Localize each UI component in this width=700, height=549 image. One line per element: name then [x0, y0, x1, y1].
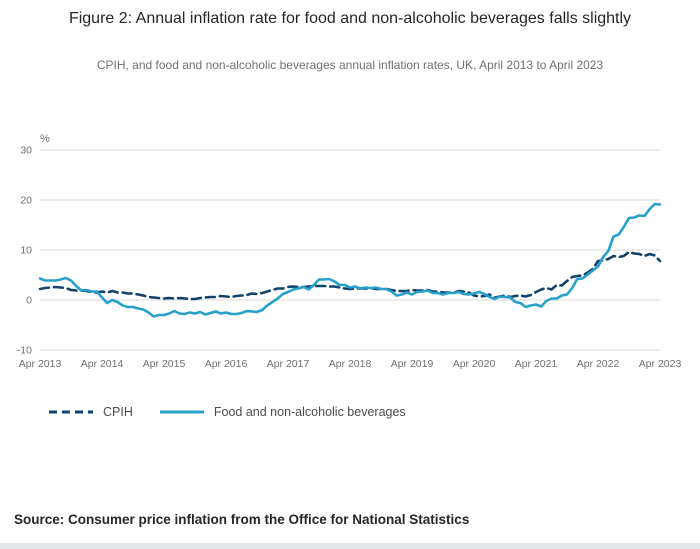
svg-text:Apr 2021: Apr 2021	[515, 358, 558, 370]
legend-item-food: Food and non-alcoholic beverages	[159, 405, 406, 419]
legend-label-food: Food and non-alcoholic beverages	[213, 405, 406, 419]
svg-text:Apr 2013: Apr 2013	[19, 358, 62, 370]
legend-item-cpih: CPIH	[48, 405, 133, 419]
svg-text:-10: -10	[17, 345, 32, 357]
svg-text:Apr 2019: Apr 2019	[391, 358, 434, 370]
svg-text:20: 20	[20, 195, 32, 207]
figure-title: Figure 2: Annual inflation rate for food…	[0, 8, 700, 30]
food-solid-line-swatch	[159, 410, 204, 414]
chart-legend: CPIH Food and non-alcoholic beverages	[48, 405, 406, 419]
bottom-divider	[0, 543, 700, 549]
svg-text:%: %	[40, 133, 50, 145]
figure-title-text: Figure 2: Annual inflation rate for food…	[68, 10, 632, 27]
svg-text:Apr 2022: Apr 2022	[577, 358, 620, 370]
source-note: Source: Consumer price inflation from th…	[14, 512, 470, 527]
svg-text:Apr 2023: Apr 2023	[639, 358, 682, 370]
svg-text:10: 10	[20, 245, 32, 257]
svg-text:Apr 2016: Apr 2016	[205, 358, 248, 370]
legend-label-cpih: CPIH	[103, 405, 133, 419]
chart-canvas: 30 20 10 0 -10% Apr 2013 Apr 2014 Apr 2015 Apr 2…	[17, 133, 682, 370]
svg-text:Apr 2014: Apr 2014	[81, 358, 124, 370]
svg-text:Apr 2015: Apr 2015	[143, 358, 186, 370]
figure-subtitle: CPIH, and food and non-alcoholic beverag…	[96, 58, 604, 72]
svg-text:Apr 2020: Apr 2020	[453, 358, 496, 370]
svg-text:30: 30	[20, 145, 32, 157]
svg-text:0: 0	[26, 295, 32, 307]
svg-text:Apr 2017: Apr 2017	[267, 358, 310, 370]
svg-text:Apr 2018: Apr 2018	[329, 358, 372, 370]
line-chart: 30 20 10 0 -10% Apr 2013 Apr 2014 Apr 2015 Apr 2…	[0, 128, 700, 376]
cpih-dashed-line-swatch	[49, 410, 93, 414]
